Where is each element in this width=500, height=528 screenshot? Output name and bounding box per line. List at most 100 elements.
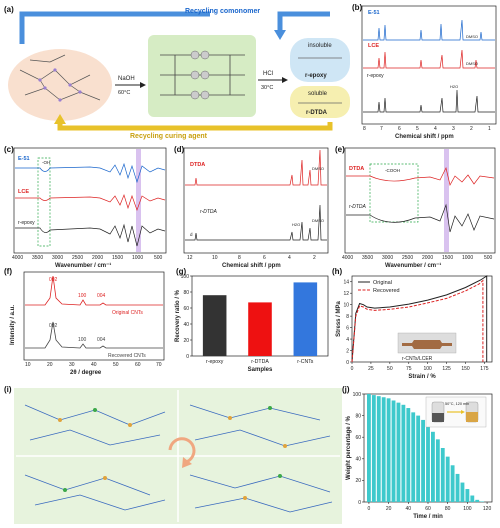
chart-h-ytick-label: 6: [346, 325, 349, 331]
chart-j-ytick-label: 80: [355, 413, 361, 419]
panel-c-xtick: 4000: [12, 255, 23, 261]
chart-h-xtick-label: 150: [461, 366, 470, 372]
panel-c-trace-2: LCE: [18, 189, 29, 195]
vial-before-content: [432, 413, 444, 422]
chart-g-ytick-label: 40: [183, 322, 189, 328]
chart-g-ytick-label: 20: [183, 338, 189, 344]
panel-c-xtick: 500: [154, 255, 163, 261]
panel-b-trace-2: LCE: [368, 43, 379, 49]
panel-i-label: (i): [4, 385, 12, 394]
panel-e-highlight-band: [444, 149, 449, 252]
mechanism-aromatic-units: [63, 406, 282, 492]
panel-g: (g) 0 20 40 60 80 100 r-epoxy r-DTDA r-CNTs Sampl…: [175, 267, 329, 373]
bottom-arrow-label: Recycling curing agent: [130, 133, 208, 140]
panel-f-xtick: 70: [156, 362, 162, 368]
chart-g-xlabel: Samples: [248, 367, 273, 373]
panel-f-peak-100-rec: 100: [78, 337, 87, 343]
panel-d-annot-dmso-2: DMSO: [312, 218, 324, 223]
panel-e-xtick: 4000: [342, 255, 353, 261]
chart-h-series-line: [351, 275, 488, 363]
panel-c-xtick: 3000: [52, 255, 63, 261]
chart-j-bar: [431, 431, 435, 502]
chart-j-bar: [475, 499, 480, 502]
panel-c-xtick: 3500: [32, 255, 43, 261]
insoluble-product: r-epoxy: [305, 73, 327, 79]
comonomer-arrow-right: [277, 11, 330, 32]
step1-reagent: NaOH: [118, 76, 135, 82]
chart-g-bar: [293, 282, 318, 356]
chart-j-xtick-label: 120: [483, 506, 492, 512]
panel-c-xtick: 1500: [112, 255, 123, 261]
panel-e-xlabel: Wavenumber / cm⁻¹: [385, 262, 441, 269]
panel-d-spectrum-dtda: [185, 149, 327, 186]
chart-h-xtick-label: 0: [351, 366, 354, 372]
panel-d-frame: [183, 147, 329, 254]
panel-f-peak-004: 004: [97, 293, 106, 299]
panel-d-xtick: 12: [187, 255, 193, 261]
mechanism-cleaved-fragments: [58, 416, 287, 500]
cycle-arrow: [168, 437, 196, 464]
panel-c-label: (c): [4, 145, 14, 154]
panel-c-trace-3: r-epoxy: [18, 220, 35, 226]
chart-j-xtick-label: 80: [445, 506, 451, 512]
chart-j-bar: [376, 396, 381, 502]
panel-c-spectrum-repoxy: [15, 223, 166, 247]
chart-j-bar: [480, 501, 485, 502]
panel-f-frame: [23, 271, 165, 361]
panel-b-spectrum-e51: [363, 19, 495, 41]
panel-f-label: (f): [4, 267, 12, 276]
chart-j-bar: [416, 415, 421, 502]
panel-a: (a) Recycling comonomer NaOH 60°C: [4, 5, 350, 140]
panel-f-peak-100: 100: [78, 293, 87, 299]
panel-f-xtick: 10: [25, 362, 31, 368]
panel-c-xlabel: Wavenumber / cm⁻¹: [55, 262, 111, 269]
panel-a-label: (a): [4, 5, 14, 14]
panel-f-trace-original: Original CNTs: [112, 310, 143, 316]
chart-h-xlabel: Strain / %: [408, 374, 436, 380]
chart-j-ytick-label: 0: [358, 500, 361, 506]
panel-e-label: (e): [335, 145, 345, 154]
panel-d-annot-dmso-1: DMSO: [312, 166, 324, 171]
chart-j-bar: [371, 395, 376, 502]
chart-j-bar: [411, 412, 416, 502]
insoluble-label: insoluble: [308, 43, 332, 49]
curing-agent-arrow: [57, 122, 333, 131]
panel-j-label: (j): [342, 385, 350, 394]
soluble-label: soluble: [308, 91, 328, 97]
panel-f-ylabel: Intensity / a.u.: [10, 305, 16, 345]
soluble-product-box: [290, 86, 350, 118]
panel-c: (c) -OH E-51 LCE r-epoxy 4000 3500 3000 …: [4, 145, 167, 269]
panel-b-label: (b): [352, 3, 363, 12]
chart-h-xtick-label: 25: [368, 366, 374, 372]
chart-j-bar: [470, 495, 475, 502]
crosslinked-network-blob: [8, 49, 112, 121]
panel-e-xtick: 1000: [462, 255, 473, 261]
chart-j-bar: [450, 465, 455, 502]
network-nodes: [38, 68, 82, 102]
chart-h-ytick-label: 0: [346, 360, 349, 366]
panel-d-xtick: 2: [313, 255, 316, 261]
panel-h-label: (h): [332, 267, 343, 276]
chart-j-bar: [455, 473, 460, 502]
chart-j-bar: [426, 425, 430, 502]
panel-c-highlight-band: [136, 149, 141, 252]
chart-h-ytick-label: 14: [343, 280, 349, 286]
chart-j-xtick-label: 40: [406, 506, 412, 512]
panel-b-xtick: 1: [488, 126, 491, 132]
chart-h-ytick-label: 12: [343, 291, 349, 297]
chart-h-frame: [351, 275, 493, 363]
chart-j-bar: [460, 482, 465, 502]
chart-h-xtick-label: 75: [406, 366, 412, 372]
chart-j-bar: [421, 419, 425, 502]
recovery-ratio-bar-chart: 0 20 40 60 80 100 r-epoxy r-DTDA r-CNTs Samples Re…: [175, 274, 329, 373]
chart-j-bar: [381, 397, 386, 502]
panel-e-spectrum-dtda: [346, 166, 495, 186]
panel-b: (b) E-51 LCE r-epoxy DMSO DMSO H2O 8 7 6…: [352, 3, 497, 140]
panel-b-xtick: 8: [363, 126, 366, 132]
panel-f-trace-recovered: Recovered CNTs: [108, 353, 146, 359]
panel-e-annot-cooh: -COOH: [385, 168, 400, 173]
naoh-arrow-head: [140, 82, 146, 88]
panel-d-xtick: 6: [263, 255, 266, 261]
chart-g-category-label: r-DTDA: [251, 359, 269, 365]
panel-d-xticks: 12 10 8 6 4 2: [187, 255, 316, 261]
